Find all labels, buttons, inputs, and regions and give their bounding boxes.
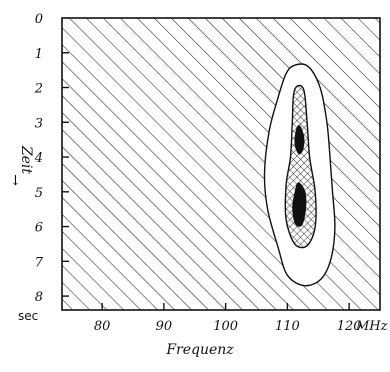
x-unit-label: MHz [355, 319, 388, 334]
y-axis-arrow-icon: ← [8, 174, 24, 186]
contour-core-upper [294, 125, 305, 155]
y-tick-label: 7 [35, 255, 44, 270]
x-tick-label: 80 [94, 319, 111, 334]
y-tick-label: 1 [35, 47, 43, 62]
y-tick-label: 8 [35, 290, 43, 305]
x-tick-label: 100 [213, 319, 238, 334]
y-tick-label: 6 [35, 221, 43, 236]
contour-background [62, 18, 380, 310]
x-tick-label: 110 [275, 319, 300, 334]
x-axis-title: Frequenz [165, 342, 234, 358]
y-tick-label: 3 [35, 116, 43, 131]
y-unit-label: sec [18, 309, 38, 323]
y-tick-label: 0 [35, 12, 43, 27]
x-tick-label: 120 [337, 319, 362, 334]
plot-frame [61, 17, 381, 311]
y-tick-label: 2 [34, 82, 43, 97]
x-tick-label: 90 [156, 319, 173, 334]
y-axis-title: Zeit [18, 145, 34, 174]
y-tick-label: 4 [34, 151, 43, 166]
y-tick-label: 5 [35, 186, 43, 201]
contour-core-lower [292, 182, 307, 227]
